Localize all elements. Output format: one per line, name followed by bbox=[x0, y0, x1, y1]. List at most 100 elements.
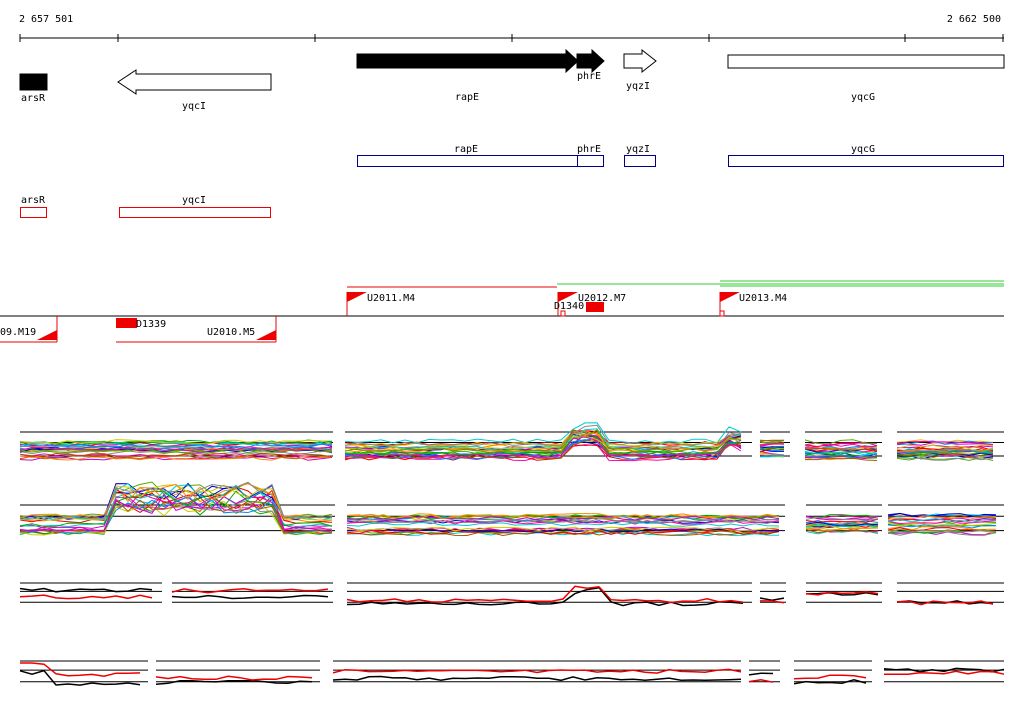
trace bbox=[805, 524, 879, 529]
trace bbox=[346, 519, 780, 525]
trace bbox=[346, 515, 780, 521]
segment-label: D1339 bbox=[136, 319, 166, 330]
trace bbox=[346, 585, 744, 604]
trace bbox=[759, 439, 785, 442]
trace bbox=[19, 442, 333, 448]
feature-label: yqzI bbox=[626, 144, 650, 155]
trace bbox=[748, 679, 774, 683]
trace bbox=[804, 451, 878, 454]
trace bbox=[346, 521, 780, 527]
trace bbox=[805, 527, 879, 531]
trace bbox=[748, 672, 774, 676]
trace bbox=[759, 600, 785, 604]
trace bbox=[346, 586, 744, 607]
trace bbox=[896, 451, 994, 456]
segment-label: D1340 bbox=[554, 301, 584, 312]
blue-track bbox=[357, 155, 1004, 167]
feature-label: yqcI bbox=[182, 195, 206, 206]
feature-label: arsR bbox=[21, 195, 46, 206]
trace bbox=[332, 675, 742, 682]
trace bbox=[805, 530, 879, 535]
red-track bbox=[20, 207, 271, 218]
trace bbox=[19, 481, 333, 520]
trace bbox=[804, 439, 878, 445]
gene-label: phrE bbox=[577, 71, 601, 82]
trace bbox=[344, 434, 742, 456]
trace bbox=[804, 447, 878, 451]
segment-label: U2012.M7 bbox=[578, 293, 626, 304]
trace bbox=[896, 440, 994, 446]
trace bbox=[888, 530, 997, 536]
trace bbox=[344, 436, 742, 459]
trace bbox=[759, 454, 785, 457]
trace bbox=[887, 517, 997, 523]
trace bbox=[759, 446, 785, 449]
trace bbox=[19, 440, 333, 445]
trace bbox=[896, 440, 994, 445]
gene-label: yqzI bbox=[626, 81, 650, 92]
trace bbox=[804, 455, 878, 460]
trace bbox=[759, 597, 785, 601]
trace bbox=[887, 531, 997, 536]
feature-label: yqcG bbox=[851, 144, 875, 155]
trace bbox=[896, 456, 994, 461]
trace bbox=[171, 594, 329, 600]
ruler bbox=[19, 34, 1004, 42]
trace bbox=[20, 445, 333, 450]
trace bbox=[19, 493, 333, 532]
trace bbox=[883, 670, 1005, 676]
trace bbox=[344, 429, 742, 453]
trace bbox=[332, 668, 742, 674]
trace bbox=[896, 439, 994, 444]
gene-label: arsR bbox=[21, 93, 46, 104]
trace bbox=[19, 439, 333, 444]
gene-label: yqcI bbox=[182, 101, 206, 112]
trace bbox=[804, 443, 878, 448]
feature-label: rapE bbox=[454, 144, 478, 155]
trace bbox=[19, 502, 333, 535]
trace bbox=[19, 496, 333, 535]
trace bbox=[883, 667, 1005, 673]
trace bbox=[19, 452, 333, 458]
trace bbox=[887, 520, 997, 525]
segment-label: U2010.M5 bbox=[207, 327, 255, 338]
trace bbox=[19, 594, 153, 600]
trace bbox=[759, 447, 785, 451]
trace bbox=[346, 529, 780, 535]
trace bbox=[759, 443, 785, 446]
trace bbox=[19, 448, 333, 454]
trace bbox=[805, 516, 879, 521]
trace bbox=[344, 422, 742, 444]
trace bbox=[344, 440, 742, 459]
gene-track bbox=[19, 48, 1005, 95]
trace bbox=[19, 455, 333, 461]
trace bbox=[155, 679, 313, 685]
trace bbox=[805, 591, 879, 596]
trace bbox=[344, 431, 742, 453]
segment-track bbox=[0, 280, 1004, 343]
trace bbox=[346, 531, 780, 537]
trace bbox=[155, 675, 313, 681]
trace bbox=[896, 600, 994, 606]
trace bbox=[19, 493, 333, 532]
trace bbox=[344, 424, 742, 447]
trace bbox=[804, 441, 878, 447]
trace bbox=[347, 514, 780, 520]
expression-traces bbox=[19, 422, 1005, 686]
trace bbox=[793, 674, 867, 680]
trace bbox=[804, 453, 878, 458]
segment-label: U2013.M4 bbox=[739, 293, 787, 304]
trace bbox=[346, 518, 780, 523]
trace bbox=[346, 513, 780, 519]
trace bbox=[346, 514, 780, 520]
segment-label: 09.M19 bbox=[0, 327, 36, 338]
trace bbox=[887, 525, 997, 531]
trace bbox=[759, 449, 784, 452]
segment-label: U2011.M4 bbox=[367, 293, 415, 304]
trace bbox=[19, 587, 153, 593]
trace bbox=[896, 444, 994, 449]
ruler-end: 2 662 500 bbox=[947, 14, 1001, 25]
trace bbox=[793, 679, 867, 685]
trace bbox=[887, 524, 997, 529]
trace bbox=[759, 440, 785, 444]
